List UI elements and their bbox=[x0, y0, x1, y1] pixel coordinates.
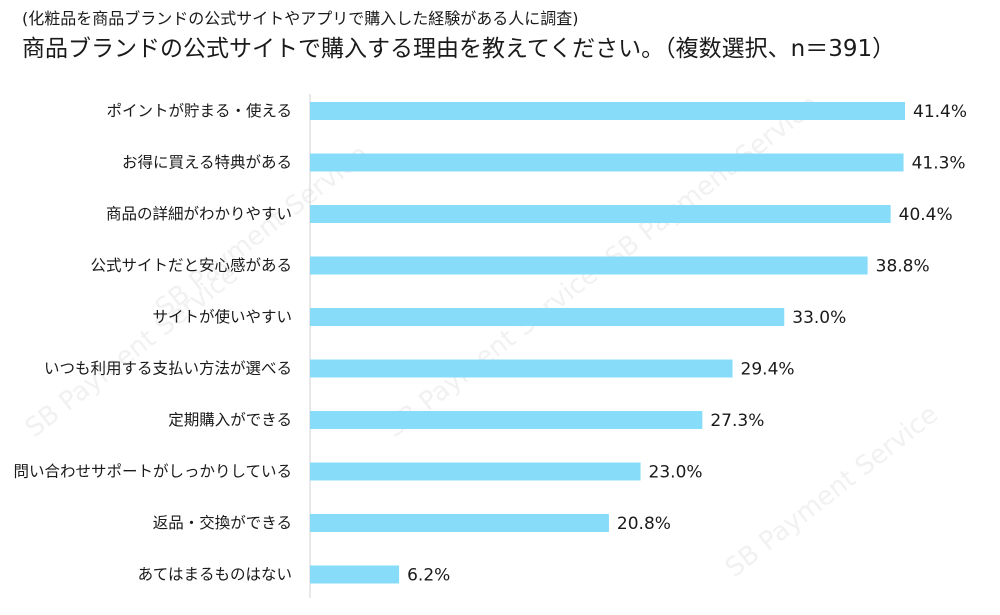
value-label: 41.4% bbox=[913, 102, 967, 122]
bar bbox=[310, 359, 733, 378]
category-label: いつも利用する支払い方法が選べる bbox=[44, 360, 292, 378]
category-label: 商品の詳細がわかりやすい bbox=[106, 205, 292, 223]
value-label: 40.4% bbox=[899, 205, 953, 225]
bar bbox=[310, 308, 785, 326]
category-label: 定期購入ができる bbox=[168, 411, 292, 429]
category-label: あてはまるものはない bbox=[138, 566, 292, 584]
value-label: 23.0% bbox=[649, 463, 703, 483]
bar bbox=[310, 411, 703, 429]
value-label: 27.3% bbox=[710, 411, 764, 431]
value-label: 6.2% bbox=[407, 566, 450, 586]
bar bbox=[310, 514, 609, 532]
bar bbox=[310, 153, 904, 172]
category-label: 公式サイトだと安心感がある bbox=[90, 257, 292, 275]
bar bbox=[310, 102, 905, 120]
value-label: 29.4% bbox=[741, 360, 795, 380]
bar bbox=[310, 565, 400, 584]
chart-title: 商品ブランドの公式サイトで購入する理由を教えてください。（複数選択、n＝391） bbox=[22, 36, 896, 62]
bar bbox=[310, 205, 891, 223]
value-label: 41.3% bbox=[912, 154, 966, 174]
chart-subtitle: (化粧品を商品ブランドの公式サイトやアプリで購入した経験がある人に調査) bbox=[22, 9, 579, 28]
category-label: 返品・交換ができる bbox=[153, 514, 292, 532]
bar bbox=[310, 462, 641, 481]
value-label: 38.8% bbox=[876, 257, 930, 277]
value-label: 33.0% bbox=[792, 308, 846, 328]
bar bbox=[310, 256, 868, 275]
value-label: 20.8% bbox=[617, 514, 671, 534]
category-label: サイトが使いやすい bbox=[152, 308, 292, 326]
category-label: 問い合わせサポートがしっかりしている bbox=[13, 463, 292, 481]
category-label: ポイントが貯まる・使える bbox=[106, 102, 292, 120]
category-label: お得に買える特典がある bbox=[122, 154, 292, 172]
